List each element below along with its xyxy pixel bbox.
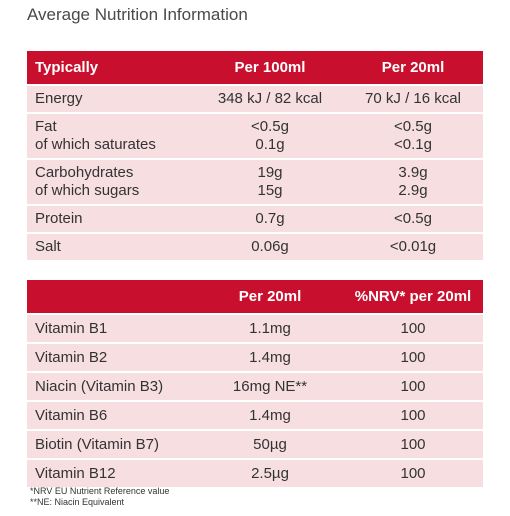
footnote-ne: **NE: Niacin Equivalent: [30, 497, 125, 507]
header-nrv: %NRV* per 20ml: [343, 280, 483, 313]
nrv-value: 100: [343, 402, 483, 429]
nrv-value: 100: [343, 373, 483, 400]
per-20ml-value: 70 kJ / 16 kcal: [343, 86, 483, 112]
per-20ml-value: 2.5µg: [197, 460, 343, 487]
page-title: Average Nutrition Information: [27, 5, 248, 24]
header-typically: Typically: [27, 51, 197, 84]
header-per-100ml: Per 100ml: [197, 51, 343, 84]
table-row: Protein 0.7g <0.5g: [27, 206, 483, 232]
table-row: Niacin (Vitamin B3) 16mg NE** 100: [27, 373, 483, 400]
per-100ml-value: 348 kJ / 82 kcal: [197, 86, 343, 112]
vitamin-label: Biotin (Vitamin B7): [27, 431, 197, 458]
table-row: Vitamin B2 1.4mg 100: [27, 344, 483, 371]
per-20ml-subvalue: 2.9g: [398, 182, 428, 199]
row-sublabel: of which saturates: [35, 136, 156, 153]
vitamin-table: Per 20ml %NRV* per 20ml Vitamin B1 1.1mg…: [27, 278, 483, 489]
header-per-20ml: Per 20ml: [197, 280, 343, 313]
vitamin-label: Niacin (Vitamin B3): [27, 373, 197, 400]
table-row: Vitamin B1 1.1mg 100: [27, 315, 483, 342]
table-row: Salt 0.06g <0.01g: [27, 234, 483, 260]
per-20ml-value: 1.1mg: [197, 315, 343, 342]
per-100ml-value: 0.7g: [197, 206, 343, 232]
nutrition-table: Typically Per 100ml Per 20ml Energy 348 …: [27, 49, 483, 262]
row-label: Salt: [27, 234, 197, 260]
per-20ml-value: 16mg NE**: [197, 373, 343, 400]
nutrition-header-row: Typically Per 100ml Per 20ml: [27, 51, 483, 84]
row-label: Energy: [27, 86, 197, 112]
per-100ml-subvalue: 0.1g: [255, 136, 285, 153]
footnotes: *NRV EU Nutrient Reference value **NE: N…: [30, 486, 169, 508]
row-label: Fat: [35, 118, 57, 135]
table-row: Vitamin B6 1.4mg 100: [27, 402, 483, 429]
per-20ml-value: 50µg: [197, 431, 343, 458]
vitamin-header-row: Per 20ml %NRV* per 20ml: [27, 280, 483, 313]
table-row: Fat of which saturates <0.5g 0.1g <0.5g …: [27, 114, 483, 158]
per-20ml-value: <0.5g: [394, 118, 432, 135]
table-row: Biotin (Vitamin B7) 50µg 100: [27, 431, 483, 458]
per-20ml-value: 1.4mg: [197, 402, 343, 429]
nrv-value: 100: [343, 344, 483, 371]
vitamin-label: Vitamin B6: [27, 402, 197, 429]
row-label: Carbohydrates: [35, 164, 134, 181]
per-20ml-value: 3.9g: [398, 164, 428, 181]
per-100ml-value: 0.06g: [197, 234, 343, 260]
header-blank: [27, 280, 197, 313]
table-row: Carbohydrates of which sugars 19g 15g 3.…: [27, 160, 483, 204]
per-20ml-value: <0.01g: [343, 234, 483, 260]
per-20ml-subvalue: <0.1g: [394, 136, 432, 153]
per-100ml-value: 19g: [257, 164, 283, 181]
footnote-nrv: *NRV EU Nutrient Reference value: [30, 486, 170, 496]
row-sublabel: of which sugars: [35, 182, 140, 199]
per-20ml-value: 1.4mg: [197, 344, 343, 371]
table-row: Vitamin B12 2.5µg 100: [27, 460, 483, 487]
row-label: Protein: [27, 206, 197, 232]
per-100ml-subvalue: 15g: [257, 182, 283, 199]
vitamin-label: Vitamin B1: [27, 315, 197, 342]
per-100ml-value: <0.5g: [251, 118, 289, 135]
nrv-value: 100: [343, 460, 483, 487]
nrv-value: 100: [343, 315, 483, 342]
per-20ml-value: <0.5g: [343, 206, 483, 232]
vitamin-label: Vitamin B12: [27, 460, 197, 487]
header-per-20ml: Per 20ml: [343, 51, 483, 84]
vitamin-label: Vitamin B2: [27, 344, 197, 371]
table-row: Energy 348 kJ / 82 kcal 70 kJ / 16 kcal: [27, 86, 483, 112]
nrv-value: 100: [343, 431, 483, 458]
